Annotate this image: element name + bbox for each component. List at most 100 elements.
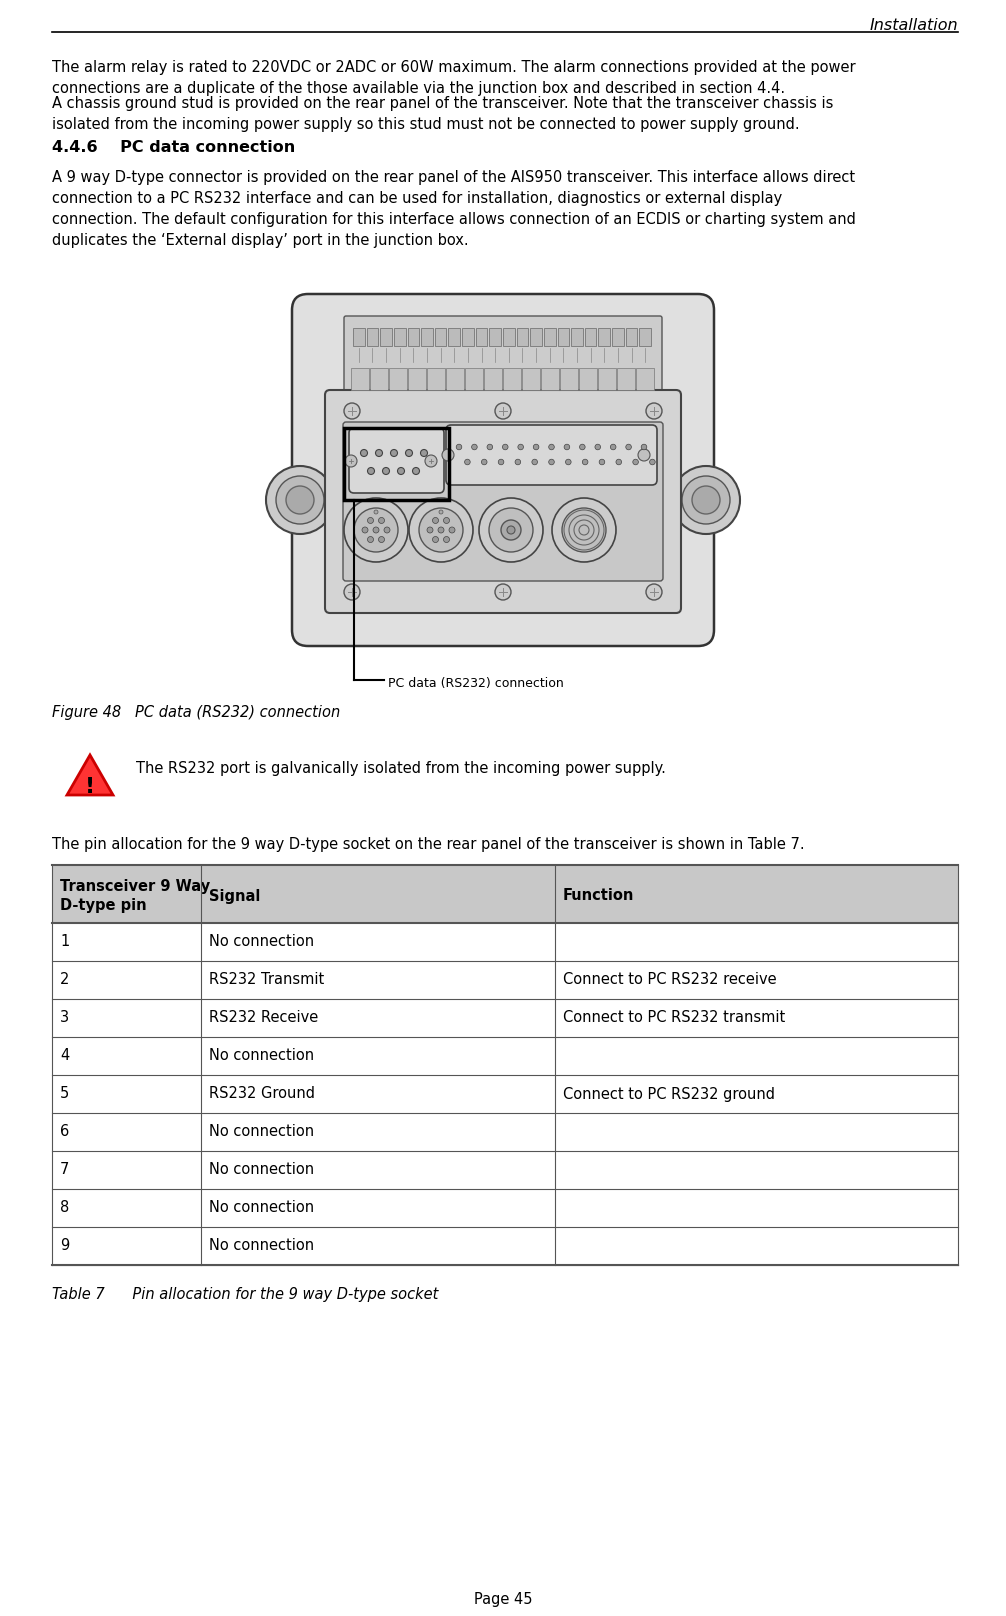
Text: Signal: Signal [209,889,261,903]
Text: No connection: No connection [209,1162,315,1178]
FancyBboxPatch shape [626,328,638,346]
Text: RS232 Transmit: RS232 Transmit [209,973,325,987]
Circle shape [482,459,487,465]
Text: Table 7      Pin allocation for the 9 way D-type socket: Table 7 Pin allocation for the 9 way D-t… [52,1286,439,1302]
FancyBboxPatch shape [366,328,378,346]
Circle shape [472,444,477,449]
Circle shape [362,527,368,533]
Circle shape [345,456,357,467]
Text: RS232 Receive: RS232 Receive [209,1010,319,1026]
FancyBboxPatch shape [343,422,663,582]
Bar [52,1227,958,1265]
Bar [617,368,635,389]
Bar [446,368,464,389]
Circle shape [456,444,462,449]
Circle shape [633,459,639,465]
Circle shape [354,507,398,553]
FancyBboxPatch shape [344,317,662,393]
Circle shape [427,527,433,533]
Text: 3: 3 [60,1010,69,1026]
Circle shape [420,507,463,553]
FancyBboxPatch shape [530,328,542,346]
Bar [52,923,958,962]
Text: Transceiver 9 Way
D-type pin: Transceiver 9 Way D-type pin [60,879,210,913]
Text: 2: 2 [60,973,69,987]
Circle shape [367,537,373,543]
FancyBboxPatch shape [349,428,444,493]
Bar [52,962,958,999]
FancyBboxPatch shape [584,328,597,346]
Circle shape [507,525,515,533]
Bar [52,1151,958,1189]
Circle shape [465,459,470,465]
FancyBboxPatch shape [571,328,582,346]
Circle shape [564,444,569,449]
Bar [598,368,616,389]
Circle shape [425,456,437,467]
FancyBboxPatch shape [325,389,681,612]
Circle shape [439,511,443,514]
Circle shape [390,449,397,456]
Text: Connect to PC RS232 transmit: Connect to PC RS232 transmit [562,1010,785,1026]
Bar [465,368,483,389]
Circle shape [489,507,533,553]
Text: !: ! [85,777,95,797]
Circle shape [682,477,730,524]
Circle shape [266,465,334,533]
Circle shape [495,583,511,600]
Text: 6: 6 [60,1125,69,1139]
Bar [370,368,388,389]
Circle shape [646,402,662,419]
Text: The pin allocation for the 9 way D-type socket on the rear panel of the transcei: The pin allocation for the 9 way D-type … [52,837,805,852]
Circle shape [286,486,314,514]
Circle shape [375,449,382,456]
Circle shape [552,498,616,562]
FancyBboxPatch shape [599,328,610,346]
FancyBboxPatch shape [353,328,364,346]
Text: The alarm relay is rated to 220VDC or 2ADC or 60W maximum. The alarm connections: The alarm relay is rated to 220VDC or 2A… [52,60,856,95]
Circle shape [367,517,373,524]
Circle shape [384,527,390,533]
Circle shape [616,459,622,465]
Text: 7: 7 [60,1162,69,1178]
Text: 9: 9 [60,1238,69,1254]
Circle shape [344,583,360,600]
Circle shape [409,498,473,562]
FancyBboxPatch shape [557,328,569,346]
Circle shape [533,444,539,449]
Circle shape [498,459,504,465]
Circle shape [579,444,585,449]
Circle shape [378,517,384,524]
Bar [389,368,407,389]
Text: Connect to PC RS232 ground: Connect to PC RS232 ground [562,1086,775,1102]
Text: 4: 4 [60,1049,69,1063]
Circle shape [344,402,360,419]
Bar [503,368,521,389]
FancyBboxPatch shape [407,328,420,346]
Text: Figure 48   PC data (RS232) connection: Figure 48 PC data (RS232) connection [52,705,340,721]
Circle shape [367,467,374,475]
Text: 4.4.6    PC data connection: 4.4.6 PC data connection [52,141,295,155]
Circle shape [582,459,588,465]
Circle shape [672,465,740,533]
Text: 1: 1 [60,934,69,950]
FancyBboxPatch shape [435,328,447,346]
Polygon shape [67,755,113,795]
Circle shape [638,449,650,461]
Bar [344,428,449,499]
Circle shape [692,486,720,514]
FancyBboxPatch shape [446,425,657,485]
Circle shape [374,511,378,514]
Text: The RS232 port is galvanically isolated from the incoming power supply.: The RS232 port is galvanically isolated … [136,761,666,776]
FancyBboxPatch shape [422,328,433,346]
Circle shape [276,477,324,524]
Circle shape [518,444,523,449]
FancyBboxPatch shape [612,328,624,346]
Circle shape [565,459,571,465]
Text: Connect to PC RS232 receive: Connect to PC RS232 receive [562,973,777,987]
Bar [52,999,958,1037]
Circle shape [487,444,493,449]
Circle shape [646,583,662,600]
FancyBboxPatch shape [517,328,528,346]
FancyBboxPatch shape [462,328,474,346]
